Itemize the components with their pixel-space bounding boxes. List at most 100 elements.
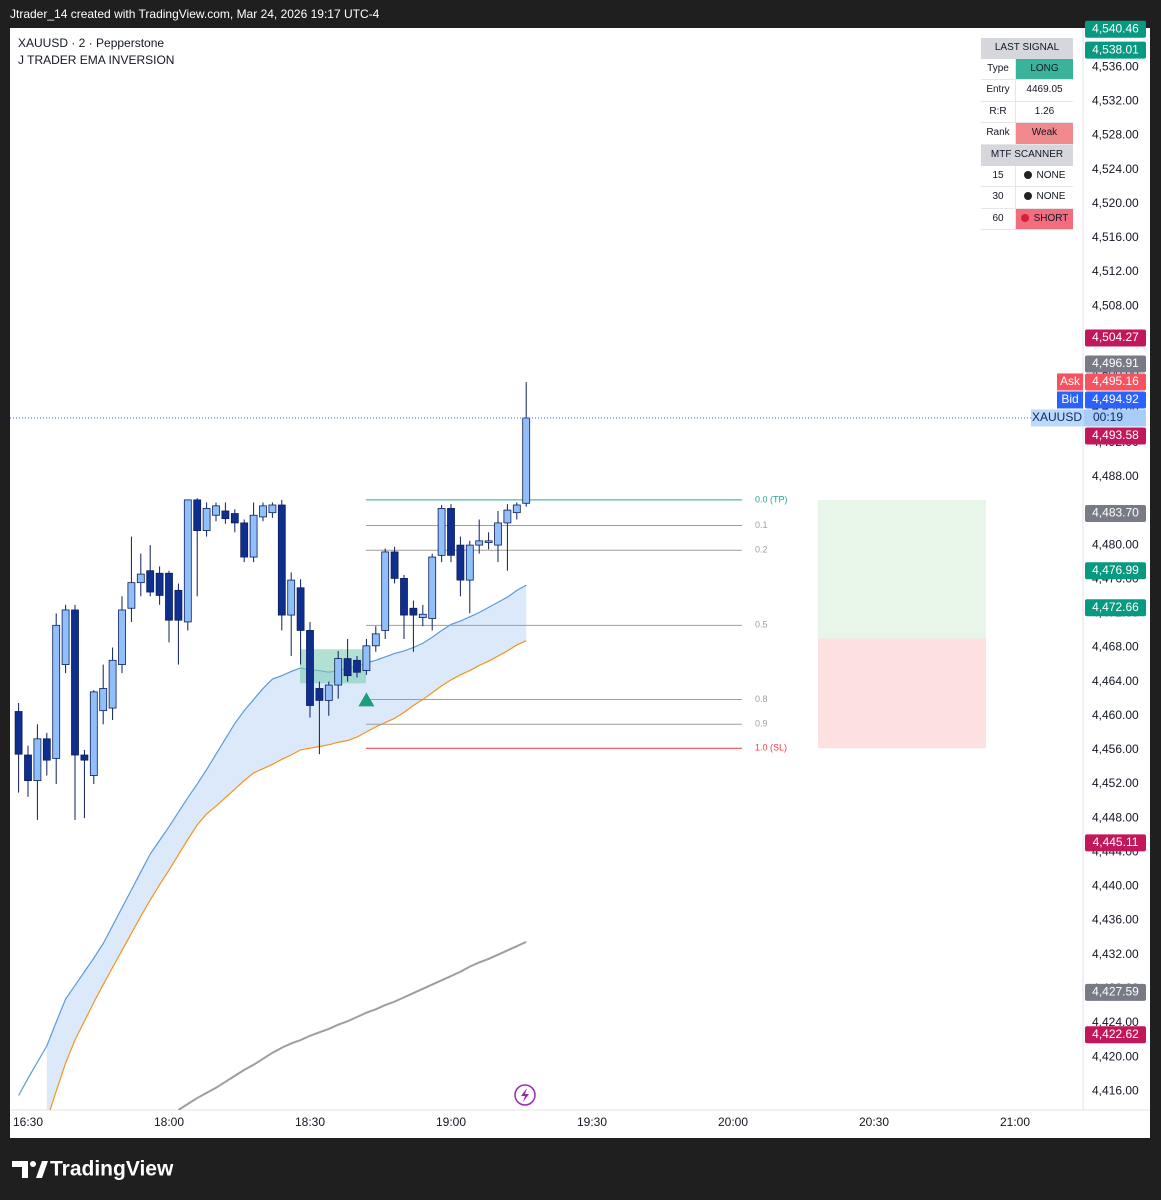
table-key: Entry [981,80,1016,101]
scanner-cell: NONE [1016,187,1073,208]
fib-label: 0.2 [755,545,768,555]
y-tick-label: 4,524.00 [1092,162,1139,176]
candle-body [456,544,465,581]
price-tag-label: 4,422.62 [1092,1027,1139,1041]
y-tick-label: 4,480.00 [1092,537,1139,551]
candle-body [249,514,258,558]
fib-label: 0.1 [755,520,768,530]
table-key: R:R [981,101,1016,123]
fib-label: 1.0 (SL) [755,743,787,753]
candle-body [428,556,437,619]
x-tick-label: 16:30 [13,1115,43,1129]
candle-body [362,645,371,671]
countdown-symbol-box [1031,409,1084,427]
price-tag-label: 4,494.92 [1092,392,1139,406]
price-tag [1085,599,1146,617]
status-dot [1023,170,1032,179]
status-dot [1023,192,1032,201]
price-tag-prefix-box [1057,373,1083,391]
candle-body [42,738,51,761]
countdown-symbol: XAUUSD [1032,410,1082,424]
candle-body [165,572,173,621]
y-tick-label: 4,448.00 [1092,810,1139,824]
candle-body [259,505,267,518]
ema-band [46,585,527,1110]
scanner-status: SHORT [1033,212,1069,224]
fib-label: 0.0 (TP) [755,494,788,504]
candle-body [193,499,202,532]
y-tick-label: 4,424.00 [1092,1015,1139,1029]
plot-area [14,382,986,1110]
candle-body [418,613,427,619]
candle-body [71,609,79,756]
countdown-box [1084,409,1146,427]
candle-body [14,711,23,755]
fib-label: 0.5 [755,620,768,630]
candle-body [381,551,390,631]
y-tick-label: 4,456.00 [1092,742,1139,756]
table-value: LONG [1016,58,1073,80]
candle-body [230,513,239,524]
candle-body [118,609,126,665]
price-tag-prefix: Ask [1060,374,1081,388]
price-tag-label: 4,496.91 [1092,356,1139,370]
candle-body [409,607,418,616]
y-tick-label: 4,436.00 [1092,913,1139,927]
target-zone [818,499,986,639]
scanner-row: 30 NONE [981,187,1073,209]
y-tick-label: 4,520.00 [1092,196,1139,210]
candle-body [465,544,474,581]
table-value: 4469.05 [1026,84,1063,96]
price-tag-label: 4,483.70 [1092,506,1139,520]
price-tag-label: 4,495.16 [1092,374,1139,388]
ema-line [18,584,527,1096]
candle-body [306,630,314,706]
scanner-tf: 60 [981,208,1016,230]
scanner-row: 60 SHORT [981,208,1073,231]
y-tick-label: 4,432.00 [1092,947,1139,961]
candle-body [277,504,286,616]
price-tag-label: 4,493.58 [1092,428,1139,442]
fib-label: 0.8 [755,694,768,704]
candle-body [315,688,324,701]
candle-body [89,691,98,776]
x-tick-label: 20:00 [718,1115,748,1129]
price-tag [1085,562,1146,580]
fib-label: 0.9 [755,719,768,729]
candle-body [136,573,145,584]
candle-body [400,577,408,616]
indicator-legend: J TRADER EMA INVERSION [18,53,174,67]
countdown-time: 00:19 [1093,410,1123,424]
y-tick-label: 4,440.00 [1092,879,1139,893]
price-tag [1085,834,1146,852]
candle-body [99,688,108,712]
alert-icon [514,1084,536,1106]
candle-body [522,417,531,504]
candle-body [447,508,455,556]
ema-line [177,940,527,1110]
y-tick-label: 4,536.00 [1092,59,1139,73]
candle-body [437,508,446,556]
candle-body [52,624,61,759]
candle-body [108,659,117,709]
y-tick-label: 4,452.00 [1092,776,1139,790]
brand-name: TradingView [50,1158,174,1181]
scanner-tf: 15 [981,165,1016,187]
price-tag-label: 4,538.01 [1092,42,1139,56]
table-value: Weak [1016,123,1073,144]
table-row: Entry 4469.05 [981,80,1073,102]
table-title: LAST SIGNAL [981,38,1073,59]
symbol-legend: XAUUSD · 2 · Pepperstone [18,36,164,50]
price-tag [1085,20,1146,38]
candle-body [371,633,380,647]
candle-body [503,509,512,524]
candle-body [390,551,399,579]
price-tag [1085,505,1146,523]
candle-body [296,587,305,631]
x-tick-label: 21:00 [1000,1115,1030,1129]
price-tag-prefix: Bid [1061,392,1078,406]
scanner-title: MTF SCANNER [981,144,1073,166]
table-row: R:R 1.26 [981,101,1073,124]
